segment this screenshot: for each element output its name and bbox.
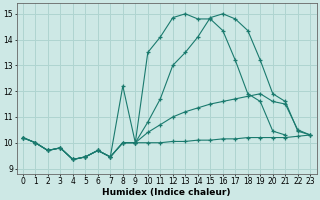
X-axis label: Humidex (Indice chaleur): Humidex (Indice chaleur) [102,188,231,197]
